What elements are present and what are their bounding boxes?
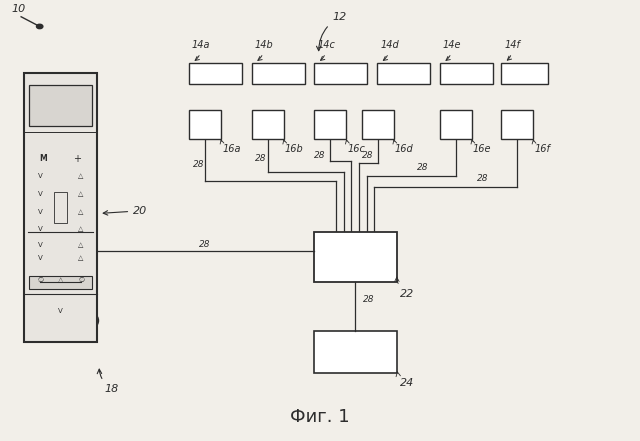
Text: 10: 10: [12, 4, 26, 14]
Text: 14f: 14f: [504, 40, 520, 60]
Text: 28: 28: [417, 163, 428, 172]
Text: 14a: 14a: [192, 40, 211, 60]
Circle shape: [48, 271, 74, 289]
Text: V: V: [38, 242, 43, 248]
Text: 14d: 14d: [380, 40, 399, 60]
Circle shape: [53, 292, 68, 303]
Text: △: △: [78, 209, 83, 215]
Circle shape: [49, 310, 57, 316]
Bar: [29, 85, 92, 126]
Circle shape: [36, 24, 43, 29]
Text: V: V: [38, 173, 43, 179]
Circle shape: [62, 310, 70, 316]
Circle shape: [70, 292, 85, 303]
Ellipse shape: [44, 138, 57, 146]
Circle shape: [69, 237, 92, 253]
Text: 14c: 14c: [317, 40, 335, 60]
Circle shape: [36, 310, 44, 316]
Bar: [501, 63, 548, 84]
Circle shape: [31, 150, 56, 168]
Text: 14e: 14e: [443, 40, 461, 60]
Bar: [314, 232, 397, 282]
Bar: [24, 73, 97, 342]
Text: V: V: [38, 191, 43, 197]
Text: 24: 24: [396, 372, 414, 388]
Text: M: M: [40, 154, 47, 163]
Text: 28: 28: [255, 154, 267, 163]
Bar: [501, 110, 533, 139]
Ellipse shape: [28, 163, 93, 271]
Circle shape: [69, 250, 92, 266]
Ellipse shape: [51, 318, 68, 331]
Circle shape: [51, 304, 70, 318]
Bar: [314, 331, 397, 373]
Bar: [252, 110, 284, 139]
Text: 14b: 14b: [255, 40, 273, 60]
Text: 16f: 16f: [532, 140, 550, 154]
Text: 28: 28: [363, 295, 374, 304]
Circle shape: [36, 292, 51, 303]
Text: 12: 12: [317, 12, 346, 51]
Circle shape: [69, 168, 92, 184]
Text: 28: 28: [193, 160, 204, 168]
Ellipse shape: [79, 277, 91, 287]
Text: △: △: [78, 173, 83, 179]
Text: +: +: [74, 154, 81, 164]
Text: Фиг. 1: Фиг. 1: [290, 407, 350, 426]
Bar: [189, 110, 221, 139]
Circle shape: [69, 204, 92, 220]
Circle shape: [29, 250, 52, 266]
Text: 16a: 16a: [220, 140, 241, 154]
Text: △: △: [78, 226, 83, 232]
Text: V: V: [38, 255, 43, 261]
Text: △: △: [78, 191, 83, 197]
Circle shape: [29, 168, 52, 184]
Circle shape: [29, 237, 52, 253]
Circle shape: [65, 150, 90, 168]
Bar: [440, 110, 472, 139]
Ellipse shape: [30, 277, 42, 287]
Text: 28: 28: [362, 151, 374, 160]
Bar: [377, 63, 430, 84]
Ellipse shape: [31, 288, 90, 308]
Text: △: △: [58, 277, 63, 283]
Text: ∅: ∅: [78, 277, 84, 283]
Bar: [54, 192, 67, 223]
Text: △: △: [78, 242, 83, 248]
Text: 28: 28: [199, 240, 211, 249]
Ellipse shape: [28, 138, 41, 146]
Bar: [29, 276, 92, 289]
Circle shape: [29, 186, 52, 202]
Text: ∅: ∅: [37, 277, 44, 283]
Text: 16c: 16c: [346, 140, 365, 154]
Bar: [362, 110, 394, 139]
Text: 28: 28: [314, 151, 326, 160]
Text: 20: 20: [103, 206, 147, 216]
Ellipse shape: [76, 138, 89, 146]
Text: 16d: 16d: [393, 140, 413, 154]
Ellipse shape: [60, 138, 73, 146]
Text: 22: 22: [395, 277, 414, 299]
Circle shape: [28, 271, 53, 289]
Circle shape: [68, 271, 94, 289]
Circle shape: [29, 221, 52, 237]
Text: V: V: [38, 209, 43, 215]
Text: 16b: 16b: [283, 140, 303, 154]
Text: 18: 18: [97, 369, 119, 394]
Circle shape: [69, 186, 92, 202]
Circle shape: [29, 204, 52, 220]
Bar: [252, 63, 305, 84]
Circle shape: [69, 221, 92, 237]
Bar: [314, 63, 367, 84]
Text: V: V: [58, 308, 63, 314]
Bar: [314, 110, 346, 139]
Bar: [440, 63, 493, 84]
Text: 16e: 16e: [471, 140, 492, 154]
Text: 28: 28: [477, 174, 489, 183]
Circle shape: [52, 176, 69, 188]
Text: △: △: [78, 255, 83, 261]
Text: V: V: [38, 226, 43, 232]
Bar: [189, 63, 242, 84]
